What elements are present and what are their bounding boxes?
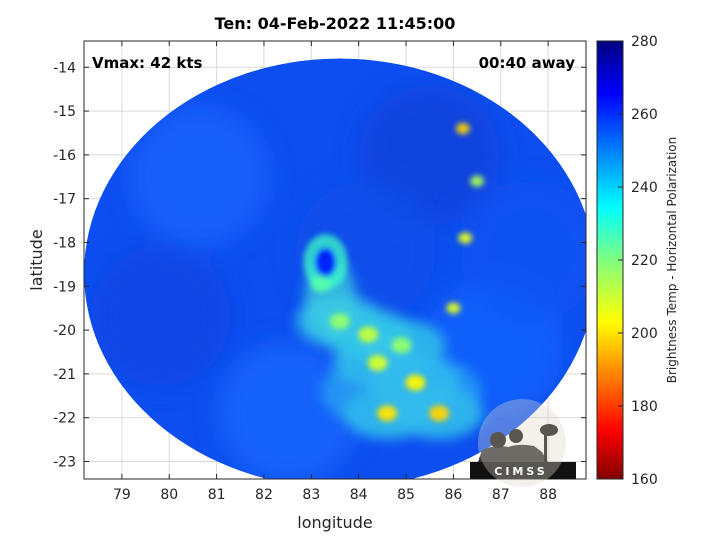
colorbar-ticks: 280 260 240 220 200 180 160 — [618, 34, 658, 488]
feature-core-south — [310, 276, 331, 293]
x-tick-label: 80 — [160, 487, 178, 503]
colorbar-tick-label: 220 — [631, 253, 658, 269]
y-tick-label: -19 — [53, 279, 76, 295]
feature-band-4 — [367, 354, 388, 371]
colorbar-tick-label: 180 — [631, 399, 658, 415]
y-axis-ticks: -14 -15 -16 -17 -18 -19 -20 -21 -22 -23 — [53, 60, 586, 470]
x-tick-label: 85 — [397, 487, 415, 503]
chart-title: Ten: 04-Feb-2022 11:45:00 — [215, 14, 456, 33]
y-tick-label: -22 — [53, 411, 76, 427]
feature-east-cell-2 — [470, 175, 485, 187]
x-tick-label: 88 — [539, 487, 557, 503]
feature-band-2 — [358, 326, 379, 343]
colorbar-tick-label: 260 — [631, 107, 658, 123]
feature-band-7 — [377, 405, 398, 422]
x-tick-label: 83 — [302, 487, 320, 503]
x-tick-label: 81 — [208, 487, 226, 503]
feature-east-cell-3 — [458, 232, 473, 244]
y-tick-label: -15 — [53, 104, 76, 120]
convective-features — [303, 123, 485, 422]
feature-band-3 — [391, 337, 412, 354]
x-tick-label: 87 — [492, 487, 510, 503]
y-axis-label: latitude — [27, 229, 46, 290]
colorbar: 280 260 240 220 200 180 160 Brightness Temp - … — [596, 34, 679, 488]
logo-text: CIMSS — [494, 465, 547, 478]
swath-patch — [129, 106, 270, 247]
feature-band-5 — [405, 374, 426, 391]
colorbar-tick-label: 160 — [631, 472, 658, 488]
y-tick-label: -21 — [53, 367, 76, 383]
cimss-logo: CIMSS — [470, 399, 576, 487]
swath-patch — [461, 181, 586, 322]
x-axis-label: longitude — [297, 513, 372, 532]
swath-patch — [90, 246, 231, 387]
colorbar-tick-label: 280 — [631, 34, 658, 50]
feature-core — [314, 247, 337, 278]
y-tick-label: -23 — [53, 454, 76, 470]
plot-frame — [83, 40, 587, 480]
swath-texture — [90, 85, 586, 479]
swath-patch — [218, 342, 359, 479]
vmax-label: Vmax: 42 kts — [92, 54, 202, 72]
y-tick-label: -16 — [53, 148, 76, 164]
y-tick-label: -17 — [53, 192, 76, 208]
x-tick-label: 82 — [255, 487, 273, 503]
band-region — [321, 351, 482, 432]
x-tick-label: 84 — [350, 487, 368, 503]
microwave-swath — [84, 58, 586, 479]
colorbar-tick-label: 240 — [631, 180, 658, 196]
feature-east-cell-1 — [446, 302, 461, 314]
x-axis-ticks: 79 80 81 82 83 84 85 86 87 88 — [113, 41, 557, 503]
colorbar-tick-label: 200 — [631, 326, 658, 342]
colorbar-label: Brightness Temp - Horizontal Polarizatio… — [665, 137, 679, 384]
y-tick-label: -20 — [53, 323, 76, 339]
plot-area: 79 80 81 82 83 84 85 86 87 88 -14-15-16-17-18-19-… — [53, 40, 587, 503]
y-tick-label: -18 — [53, 235, 76, 251]
x-tick-label: 86 — [444, 487, 462, 503]
x-tick-label: 79 — [113, 487, 131, 503]
time-offset-label: 00:40 away — [479, 54, 576, 72]
y-tick-label: -14 — [53, 60, 76, 76]
feature-band-1 — [329, 313, 350, 330]
feature-band-6 — [429, 405, 450, 422]
feature-east-cell-4 — [455, 123, 470, 135]
